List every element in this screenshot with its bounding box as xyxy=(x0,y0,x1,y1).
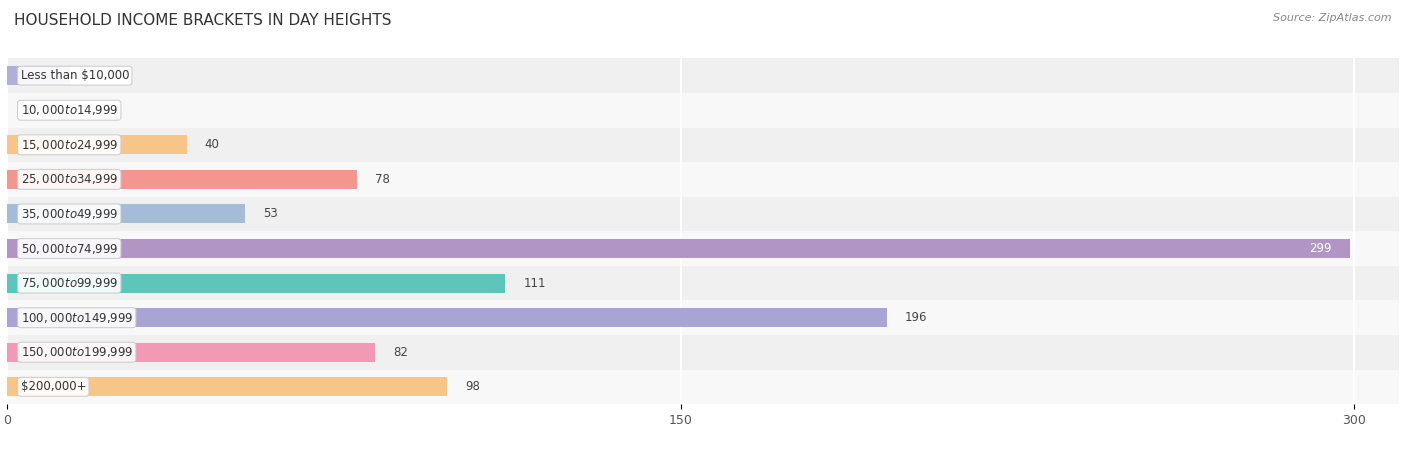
Bar xyxy=(7,377,447,396)
Bar xyxy=(7,58,1399,93)
Bar xyxy=(7,308,887,327)
Bar xyxy=(7,197,1399,231)
Text: 53: 53 xyxy=(263,207,278,220)
Bar xyxy=(7,135,187,154)
Bar xyxy=(7,343,375,362)
Text: $75,000 to $99,999: $75,000 to $99,999 xyxy=(21,276,118,290)
Text: 14: 14 xyxy=(87,69,103,82)
Bar xyxy=(7,273,505,293)
Text: 98: 98 xyxy=(465,380,479,393)
Bar xyxy=(7,128,1399,162)
Bar xyxy=(7,162,1399,197)
Text: $150,000 to $199,999: $150,000 to $199,999 xyxy=(21,345,134,359)
Bar xyxy=(7,266,1399,300)
Text: $25,000 to $34,999: $25,000 to $34,999 xyxy=(21,172,118,186)
Bar xyxy=(7,231,1399,266)
Text: 82: 82 xyxy=(394,346,408,359)
Text: $100,000 to $149,999: $100,000 to $149,999 xyxy=(21,311,134,325)
Text: 0: 0 xyxy=(25,104,32,117)
Bar xyxy=(7,335,1399,370)
Text: $15,000 to $24,999: $15,000 to $24,999 xyxy=(21,138,118,152)
Text: $200,000+: $200,000+ xyxy=(21,380,86,393)
Bar xyxy=(7,370,1399,404)
Bar xyxy=(7,170,357,189)
Bar xyxy=(7,93,1399,128)
Text: $50,000 to $74,999: $50,000 to $74,999 xyxy=(21,242,118,255)
Bar xyxy=(7,239,1350,258)
Text: $10,000 to $14,999: $10,000 to $14,999 xyxy=(21,103,118,117)
Bar xyxy=(7,66,70,85)
Text: 299: 299 xyxy=(1309,242,1331,255)
Text: $35,000 to $49,999: $35,000 to $49,999 xyxy=(21,207,118,221)
Text: Source: ZipAtlas.com: Source: ZipAtlas.com xyxy=(1274,13,1392,23)
Text: 111: 111 xyxy=(523,277,546,290)
Text: 78: 78 xyxy=(375,173,389,186)
Text: HOUSEHOLD INCOME BRACKETS IN DAY HEIGHTS: HOUSEHOLD INCOME BRACKETS IN DAY HEIGHTS xyxy=(14,13,391,28)
Text: Less than $10,000: Less than $10,000 xyxy=(21,69,129,82)
Bar xyxy=(7,204,245,224)
Bar xyxy=(7,300,1399,335)
Text: 40: 40 xyxy=(205,138,219,151)
Text: 196: 196 xyxy=(905,311,928,324)
